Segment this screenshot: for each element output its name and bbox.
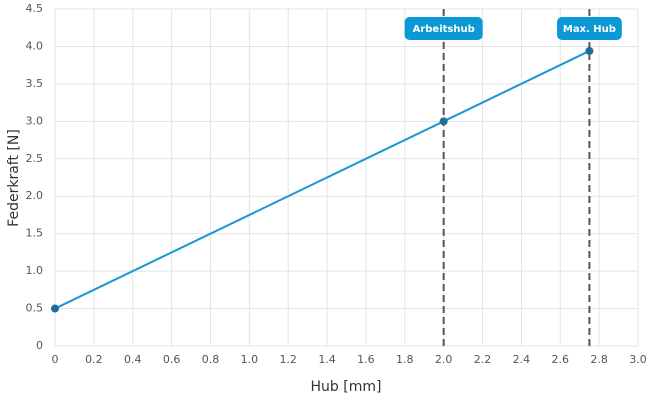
y-tick-label: 3.0 [26,114,44,127]
y-axis-title: Federkraft [N] [6,129,22,227]
x-tick-label: 2.4 [513,353,531,366]
y-tick-label: 0.5 [26,302,44,315]
y-tick-label: 2.5 [26,152,44,165]
x-tick-label: 0.2 [85,353,103,366]
x-tick-label: 2.2 [474,353,492,366]
y-tick-label: 4.0 [26,39,44,52]
x-axis-title: Hub [mm] [311,379,382,395]
y-tick-label: 4.5 [26,2,44,15]
data-line [54,50,590,310]
x-tick-label: 0.8 [202,353,220,366]
data-point [439,117,448,126]
y-tick-label: 0 [36,339,43,352]
annotation-label: Max. Hub [563,24,616,35]
y-tick-label: 2.0 [26,189,44,202]
x-tick-label: 2.8 [590,353,608,366]
x-tick-label: 1.8 [396,353,414,366]
data-point [585,46,594,55]
y-tick-label: 1.0 [26,264,44,277]
x-tick-label: 1.6 [357,353,375,366]
annotation-box [404,17,483,40]
x-tick-label: 0.6 [163,353,181,366]
annotation-label: Arbeitshub [413,24,475,35]
x-tick-label: 3.0 [629,353,647,366]
x-tick-label: 1.0 [241,353,259,366]
x-tick-label: 0.4 [124,353,142,366]
x-tick-label: 1.4 [318,353,336,366]
x-tick-label: 2.6 [552,353,570,366]
y-tick-label: 3.5 [26,77,44,90]
x-tick-label: 0 [52,353,59,366]
y-tick-label: 1.5 [26,227,44,240]
data-point [51,304,59,313]
x-tick-label: 1.2 [279,353,297,366]
x-tick-label: 2.0 [435,353,453,366]
annotation-box [557,17,622,40]
